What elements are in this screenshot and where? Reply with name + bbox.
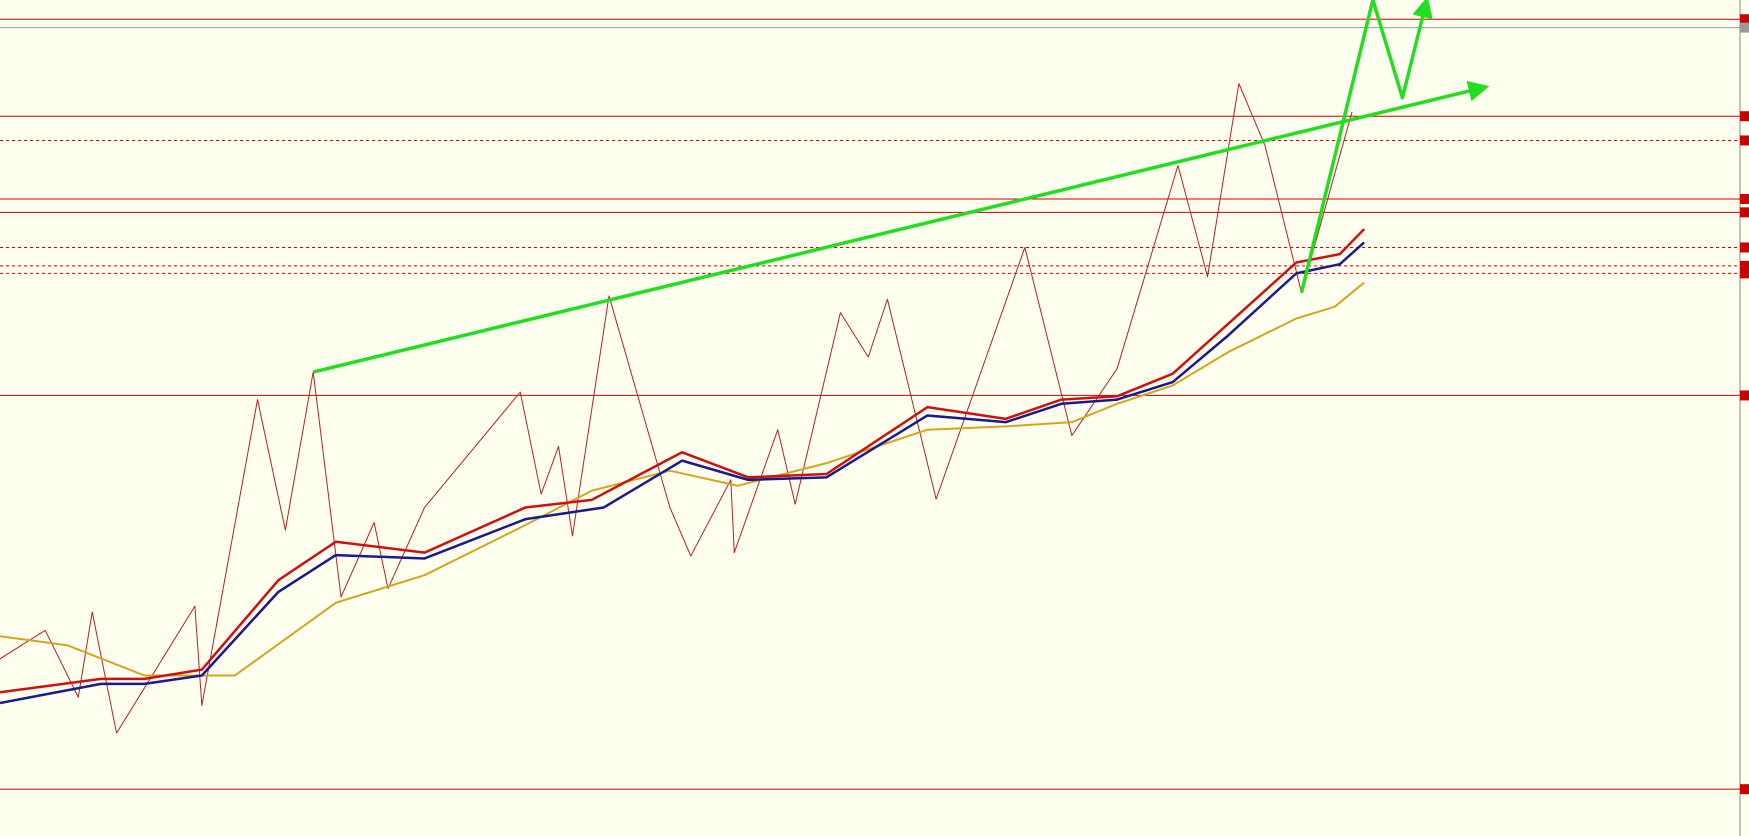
trend-arrow xyxy=(312,80,1490,374)
level-marker xyxy=(1740,260,1749,271)
level-marker xyxy=(1740,14,1749,25)
level-marker xyxy=(1740,242,1749,253)
price-line xyxy=(0,228,1366,694)
level-marker xyxy=(1740,135,1749,146)
level-marker xyxy=(1740,22,1749,33)
trend-arrow xyxy=(1299,0,1433,294)
price-line xyxy=(0,83,1353,734)
level-marker xyxy=(1740,111,1749,122)
level-marker xyxy=(1740,784,1749,795)
level-marker xyxy=(1740,207,1749,218)
price-line xyxy=(0,281,1365,677)
level-marker xyxy=(1740,193,1749,204)
level-marker xyxy=(1740,268,1749,279)
level-marker xyxy=(1740,390,1749,401)
price-line xyxy=(0,241,1365,705)
